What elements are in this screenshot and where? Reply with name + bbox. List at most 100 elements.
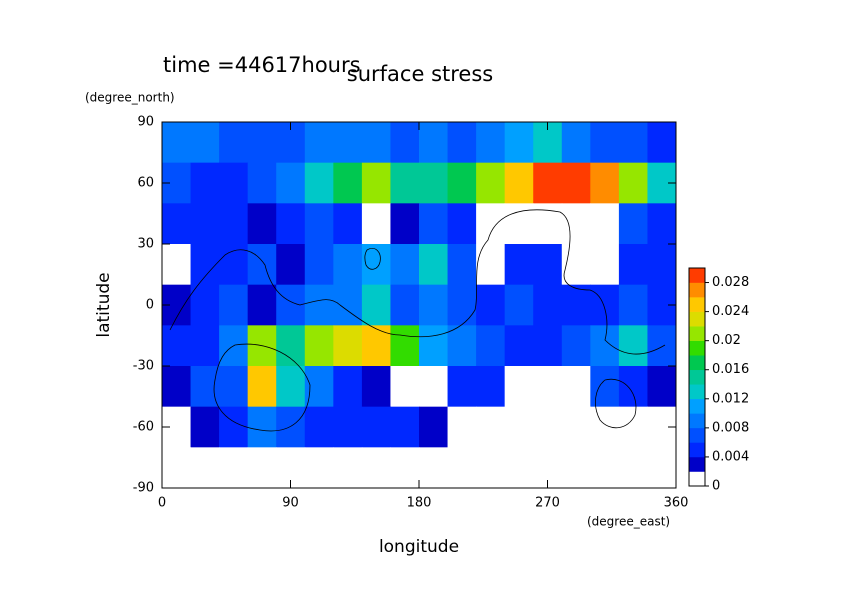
colorbar-band — [689, 355, 705, 371]
cell — [333, 244, 363, 286]
cell — [561, 162, 591, 204]
cell — [419, 122, 449, 164]
cell — [533, 406, 563, 448]
colorbar-tick-label: 0.008 — [712, 420, 749, 435]
cell — [219, 203, 249, 245]
cell — [361, 122, 391, 164]
cell — [419, 366, 449, 408]
x-tick-label: 0 — [158, 496, 166, 511]
cell — [590, 244, 620, 286]
cell — [162, 244, 192, 286]
y-axis-label: latitude — [94, 272, 114, 337]
cell — [190, 284, 220, 326]
cell — [190, 203, 220, 245]
cell — [390, 366, 420, 408]
cell — [618, 366, 648, 408]
coastlines — [169, 209, 666, 432]
cell — [219, 366, 249, 408]
colorbar-band — [689, 384, 705, 400]
colorbar-tick-label: 0.028 — [712, 275, 749, 290]
cell — [247, 447, 277, 489]
cell — [190, 366, 220, 408]
colorbar-band — [689, 268, 705, 283]
cell — [476, 203, 506, 245]
cell — [247, 406, 277, 448]
cell — [419, 162, 449, 204]
cell — [533, 366, 563, 408]
y-tick-label: 90 — [137, 115, 154, 130]
cell — [190, 162, 220, 204]
cell — [219, 406, 249, 448]
cell — [533, 244, 563, 286]
cell — [504, 447, 534, 489]
cell — [276, 406, 306, 448]
cell — [333, 284, 363, 326]
cell — [333, 447, 363, 489]
cell — [419, 447, 449, 489]
cell — [590, 162, 620, 204]
cell — [447, 447, 477, 489]
cell — [390, 284, 420, 326]
cell — [276, 203, 306, 245]
cell — [419, 284, 449, 326]
cell — [276, 284, 306, 326]
cell — [190, 447, 220, 489]
cell — [247, 366, 277, 408]
colorbar-band — [689, 326, 705, 341]
cell — [304, 203, 334, 245]
cell — [647, 447, 677, 489]
cell — [647, 244, 677, 286]
colorbar-band — [689, 427, 705, 443]
cell — [561, 325, 591, 367]
cell — [419, 406, 449, 448]
x-tick-label: 180 — [407, 496, 432, 511]
colorbar-tick-label: 0.012 — [712, 391, 749, 406]
cell — [618, 122, 648, 164]
cell — [247, 244, 277, 286]
cell — [590, 122, 620, 164]
cell — [219, 122, 249, 164]
cell — [219, 284, 249, 326]
cell — [561, 203, 591, 245]
cell — [304, 406, 334, 448]
cell — [504, 406, 534, 448]
cell — [333, 162, 363, 204]
y-tick-label: -90 — [133, 481, 154, 496]
cell — [390, 325, 420, 367]
cell — [247, 122, 277, 164]
cell — [190, 122, 220, 164]
cell — [219, 447, 249, 489]
cell — [618, 325, 648, 367]
colorbar-band — [689, 282, 705, 298]
cell — [390, 122, 420, 164]
cell — [533, 162, 563, 204]
cell — [504, 162, 534, 204]
cell — [390, 203, 420, 245]
cell — [162, 366, 192, 408]
cell — [219, 162, 249, 204]
cell — [618, 203, 648, 245]
cell — [590, 325, 620, 367]
colorbar-band — [689, 456, 705, 472]
cell — [333, 122, 363, 164]
cell — [276, 366, 306, 408]
cell — [162, 203, 192, 245]
cell — [361, 366, 391, 408]
colorbar-band — [689, 340, 705, 356]
cell — [647, 122, 677, 164]
cell — [247, 203, 277, 245]
colorbar-tick-label: 0.024 — [712, 304, 749, 319]
coastline — [169, 209, 666, 355]
colorbar-tick-label: 0.004 — [712, 449, 749, 464]
cell — [618, 162, 648, 204]
cell — [476, 122, 506, 164]
colorbar-band — [689, 413, 705, 429]
x-unit: (degree_east) — [587, 515, 670, 529]
cell — [647, 203, 677, 245]
colorbar-band — [689, 471, 705, 487]
cell — [561, 122, 591, 164]
cell — [590, 366, 620, 408]
cell — [304, 447, 334, 489]
cell — [476, 284, 506, 326]
